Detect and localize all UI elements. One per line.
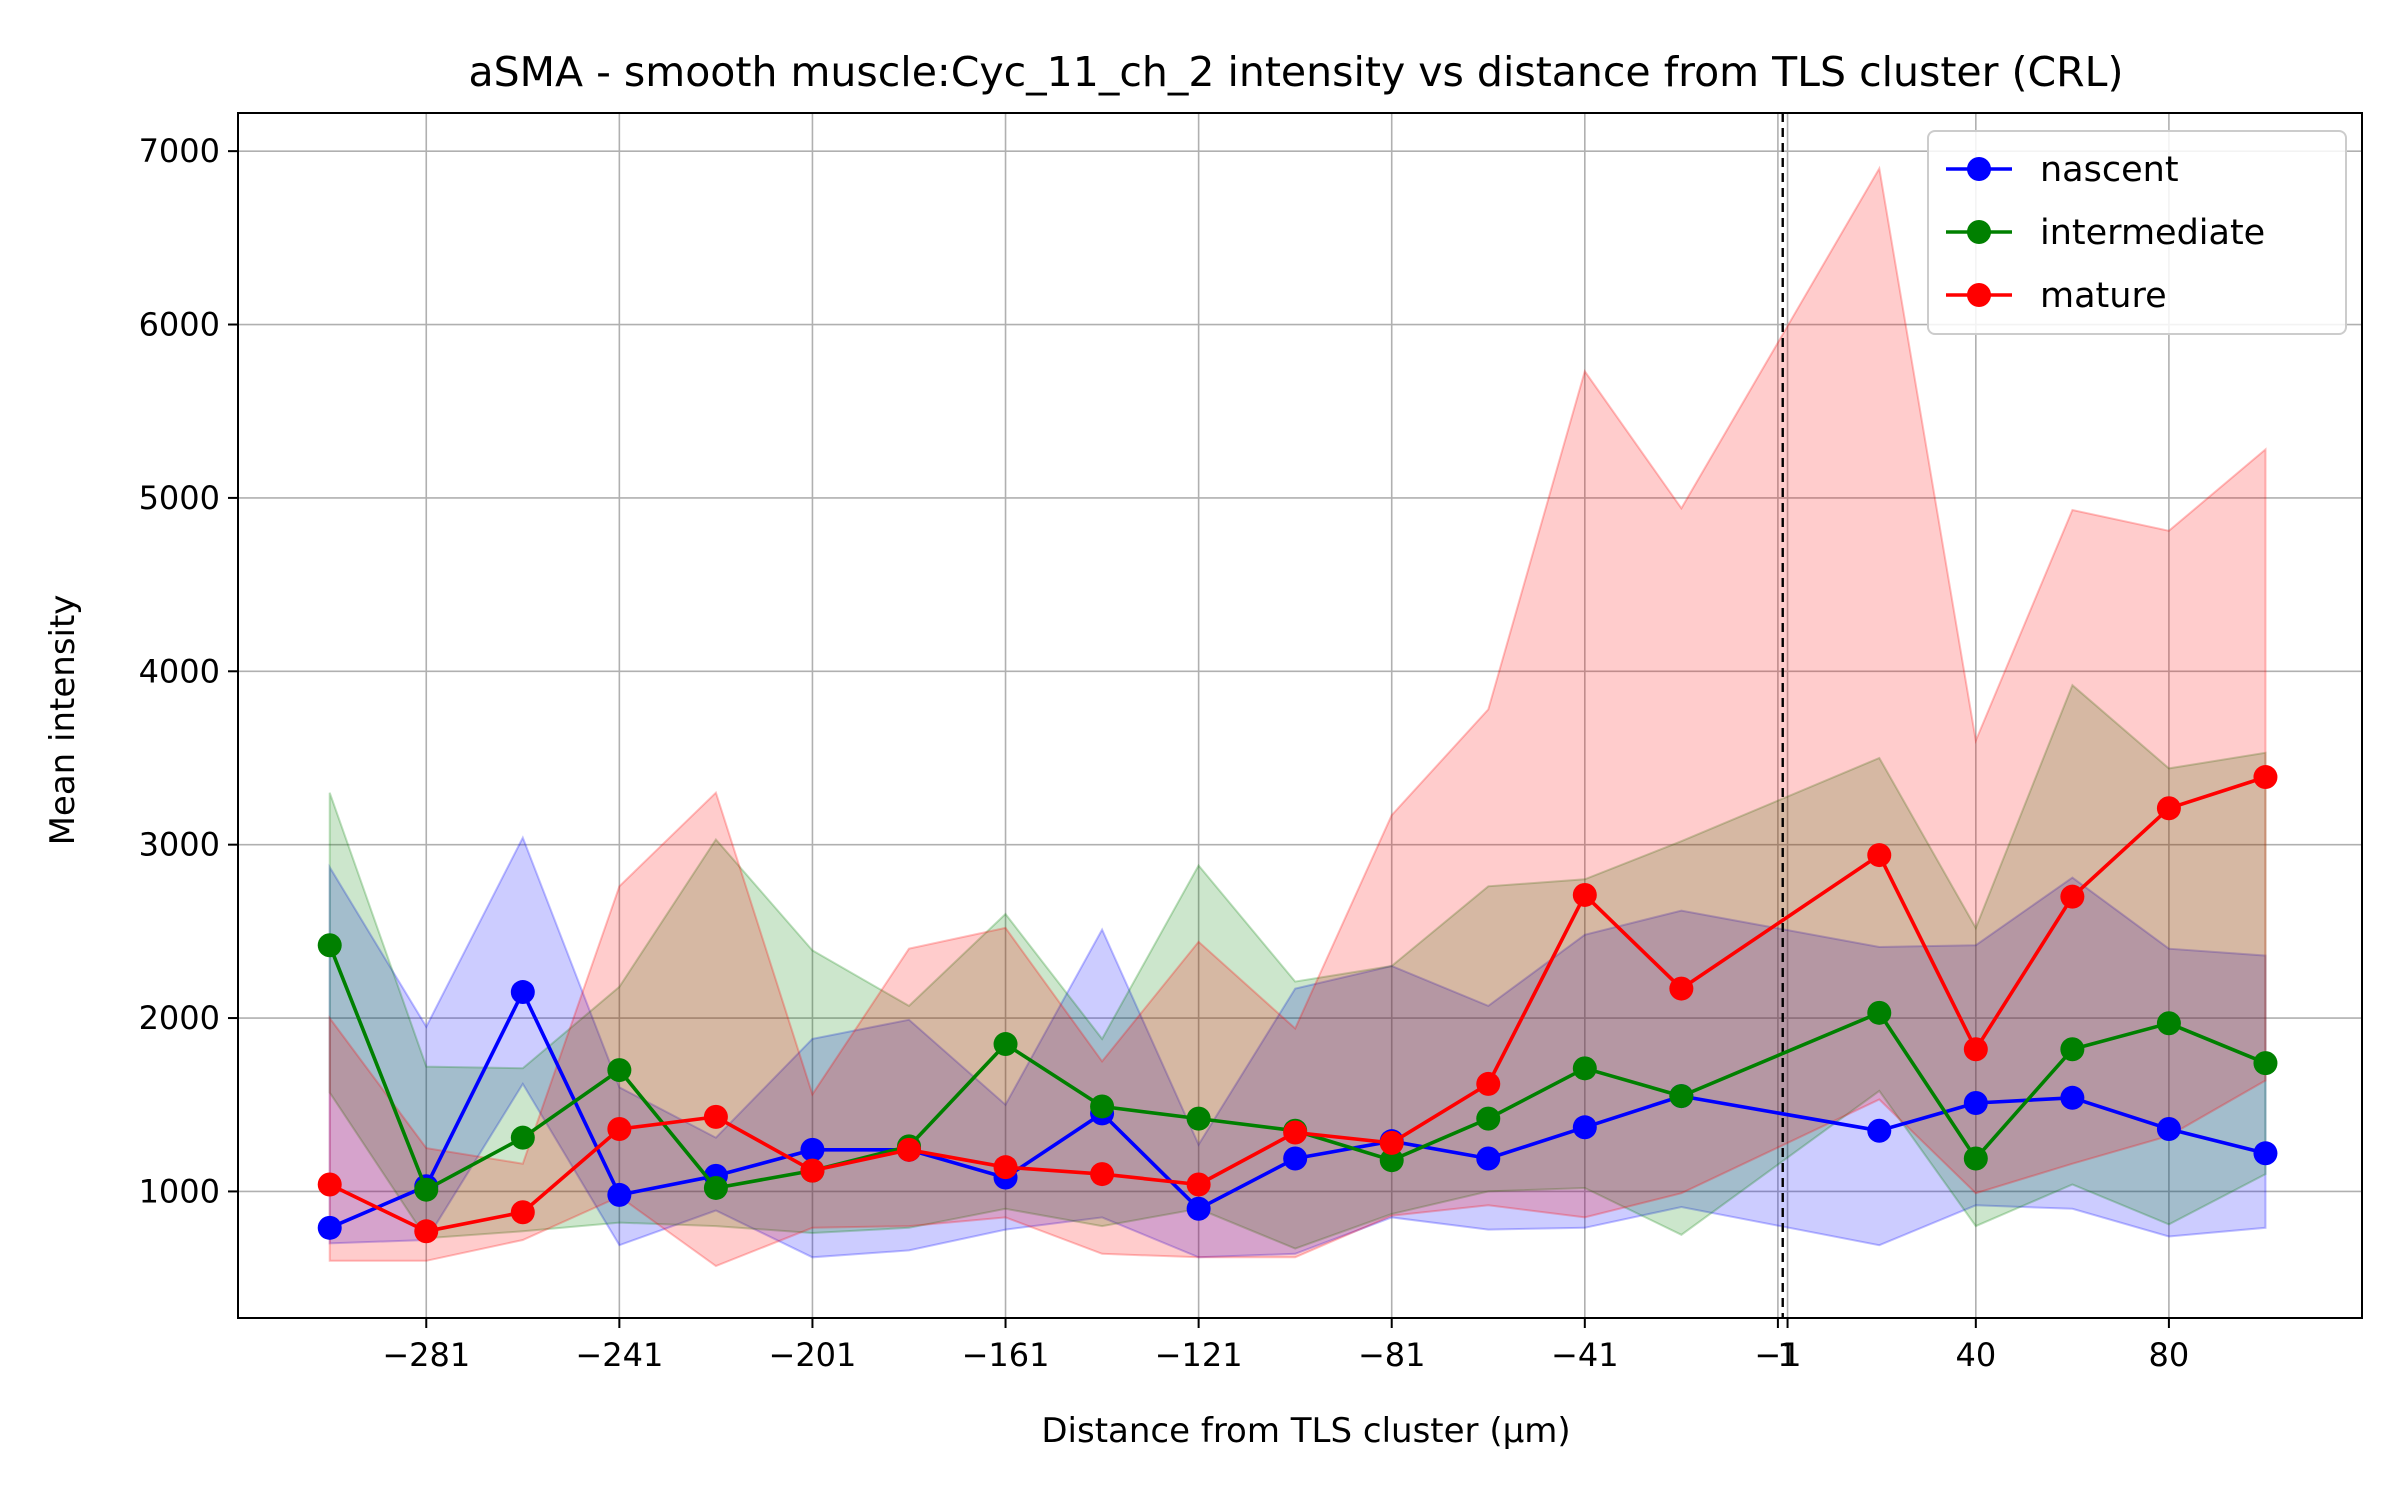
legend-entry-nascent: nascent: [1946, 150, 2179, 190]
mature-point: [2060, 884, 2085, 909]
intermediate-point: [1867, 1000, 1892, 1025]
intermediate-point: [1379, 1148, 1404, 1173]
legend: nascent intermediate mature: [1927, 130, 2347, 335]
nascent-point: [317, 1215, 342, 1240]
legend-marker: [1967, 283, 1991, 307]
chart-title: aSMA - smooth muscle:Cyc_11_ch_2 intensi…: [468, 48, 2123, 96]
legend-marker: [1967, 220, 1991, 244]
nascent-point: [1476, 1146, 1501, 1171]
intermediate-point: [1669, 1084, 1694, 1109]
intermediate-point: [703, 1175, 728, 1200]
mature-point: [800, 1158, 825, 1183]
x-tick-label: 40: [1955, 1336, 1996, 1374]
series-lines: [317, 765, 2278, 1244]
intermediate-point: [1476, 1106, 1501, 1131]
x-tick-label: −41: [1551, 1336, 1619, 1374]
y-tick-label: 2000: [139, 999, 220, 1037]
y-tick-label: 4000: [139, 652, 220, 690]
mature-point: [2156, 796, 2181, 821]
mature-point: [703, 1104, 728, 1129]
mature-point: [1379, 1130, 1404, 1155]
mature-point: [2253, 765, 2278, 790]
intermediate-point: [2253, 1051, 2278, 1076]
nascent-point: [1867, 1118, 1892, 1143]
intermediate-point: [317, 933, 342, 958]
y-tick-label: 6000: [139, 306, 220, 344]
intermediate-point: [1963, 1146, 1988, 1171]
intermediate-point: [2060, 1037, 2085, 1062]
mature-point: [1476, 1071, 1501, 1096]
y-axis-label: Mean intensity: [43, 595, 83, 846]
nascent-point: [2060, 1085, 2085, 1110]
x-tick-label: −81: [1358, 1336, 1426, 1374]
legend-label: mature: [2040, 276, 2167, 316]
intermediate-point: [2156, 1011, 2181, 1036]
legend-marker: [1967, 157, 1991, 181]
nascent-point: [607, 1182, 632, 1207]
nascent-point: [1572, 1115, 1597, 1140]
mature-point: [896, 1137, 921, 1162]
mature-point: [1867, 843, 1892, 868]
mature-line: [328, 775, 2267, 1234]
legend-label: intermediate: [2040, 213, 2265, 253]
x-tick-label: 80: [2149, 1336, 2190, 1374]
intermediate-point: [1572, 1056, 1597, 1081]
y-axis-ticks: 1000 2000 3000 4000 5000 6000 7000: [139, 132, 238, 1210]
nascent-point: [1963, 1091, 1988, 1116]
intermediate-point: [1090, 1094, 1115, 1119]
legend-entry-mature: mature: [1946, 276, 2167, 316]
nascent-point: [800, 1137, 825, 1162]
intermediate-line: [328, 944, 2267, 1192]
nascent-point: [510, 980, 535, 1005]
x-tick-label: −281: [382, 1336, 470, 1374]
intermediate-point: [510, 1125, 535, 1150]
x-tick-label: −161: [962, 1336, 1050, 1374]
intermediate-point: [414, 1177, 439, 1202]
mature-point: [317, 1172, 342, 1197]
mature-point: [510, 1200, 535, 1225]
mature-point: [1572, 882, 1597, 907]
legend-label: nascent: [2040, 150, 2179, 190]
nascent-point: [1186, 1196, 1211, 1221]
intermediate-point: [1186, 1106, 1211, 1131]
x-axis-ticks: −281 −241 −201 −161 −121 −81 −41 −11 40 80: [382, 1318, 2189, 1374]
y-tick-label: 7000: [139, 132, 220, 170]
y-tick-label: 5000: [139, 479, 220, 517]
mature-point: [1963, 1037, 1988, 1062]
nascent-point: [1283, 1146, 1308, 1171]
y-tick-label: 3000: [139, 826, 220, 864]
mature-point: [1090, 1162, 1115, 1187]
x-tick-label: −1: [1754, 1336, 1801, 1374]
intermediate-point: [607, 1058, 632, 1083]
nascent-line: [328, 990, 2266, 1230]
nascent-point: [2253, 1141, 2278, 1166]
mature-point: [993, 1155, 1018, 1180]
y-tick-label: 1000: [139, 1172, 220, 1210]
legend-entry-intermediate: intermediate: [1946, 213, 2265, 253]
x-tick-label: −121: [1155, 1336, 1243, 1374]
mature-point: [1186, 1172, 1211, 1197]
x-tick-label: 1: [1777, 1336, 1797, 1374]
x-axis-label: Distance from TLS cluster (μm): [1041, 1411, 1570, 1451]
intermediate-point: [993, 1032, 1018, 1057]
mature-point: [1283, 1120, 1308, 1145]
grid: [238, 113, 2362, 1318]
mature-point: [1669, 976, 1694, 1001]
mature-point: [607, 1117, 632, 1142]
nascent-point: [2156, 1117, 2181, 1142]
x-tick-label: −201: [769, 1336, 857, 1374]
mature-point: [414, 1219, 439, 1244]
legend-box: [1927, 130, 2347, 335]
plot-frame: [237, 112, 2363, 1319]
x-tick-label: −241: [575, 1336, 663, 1374]
